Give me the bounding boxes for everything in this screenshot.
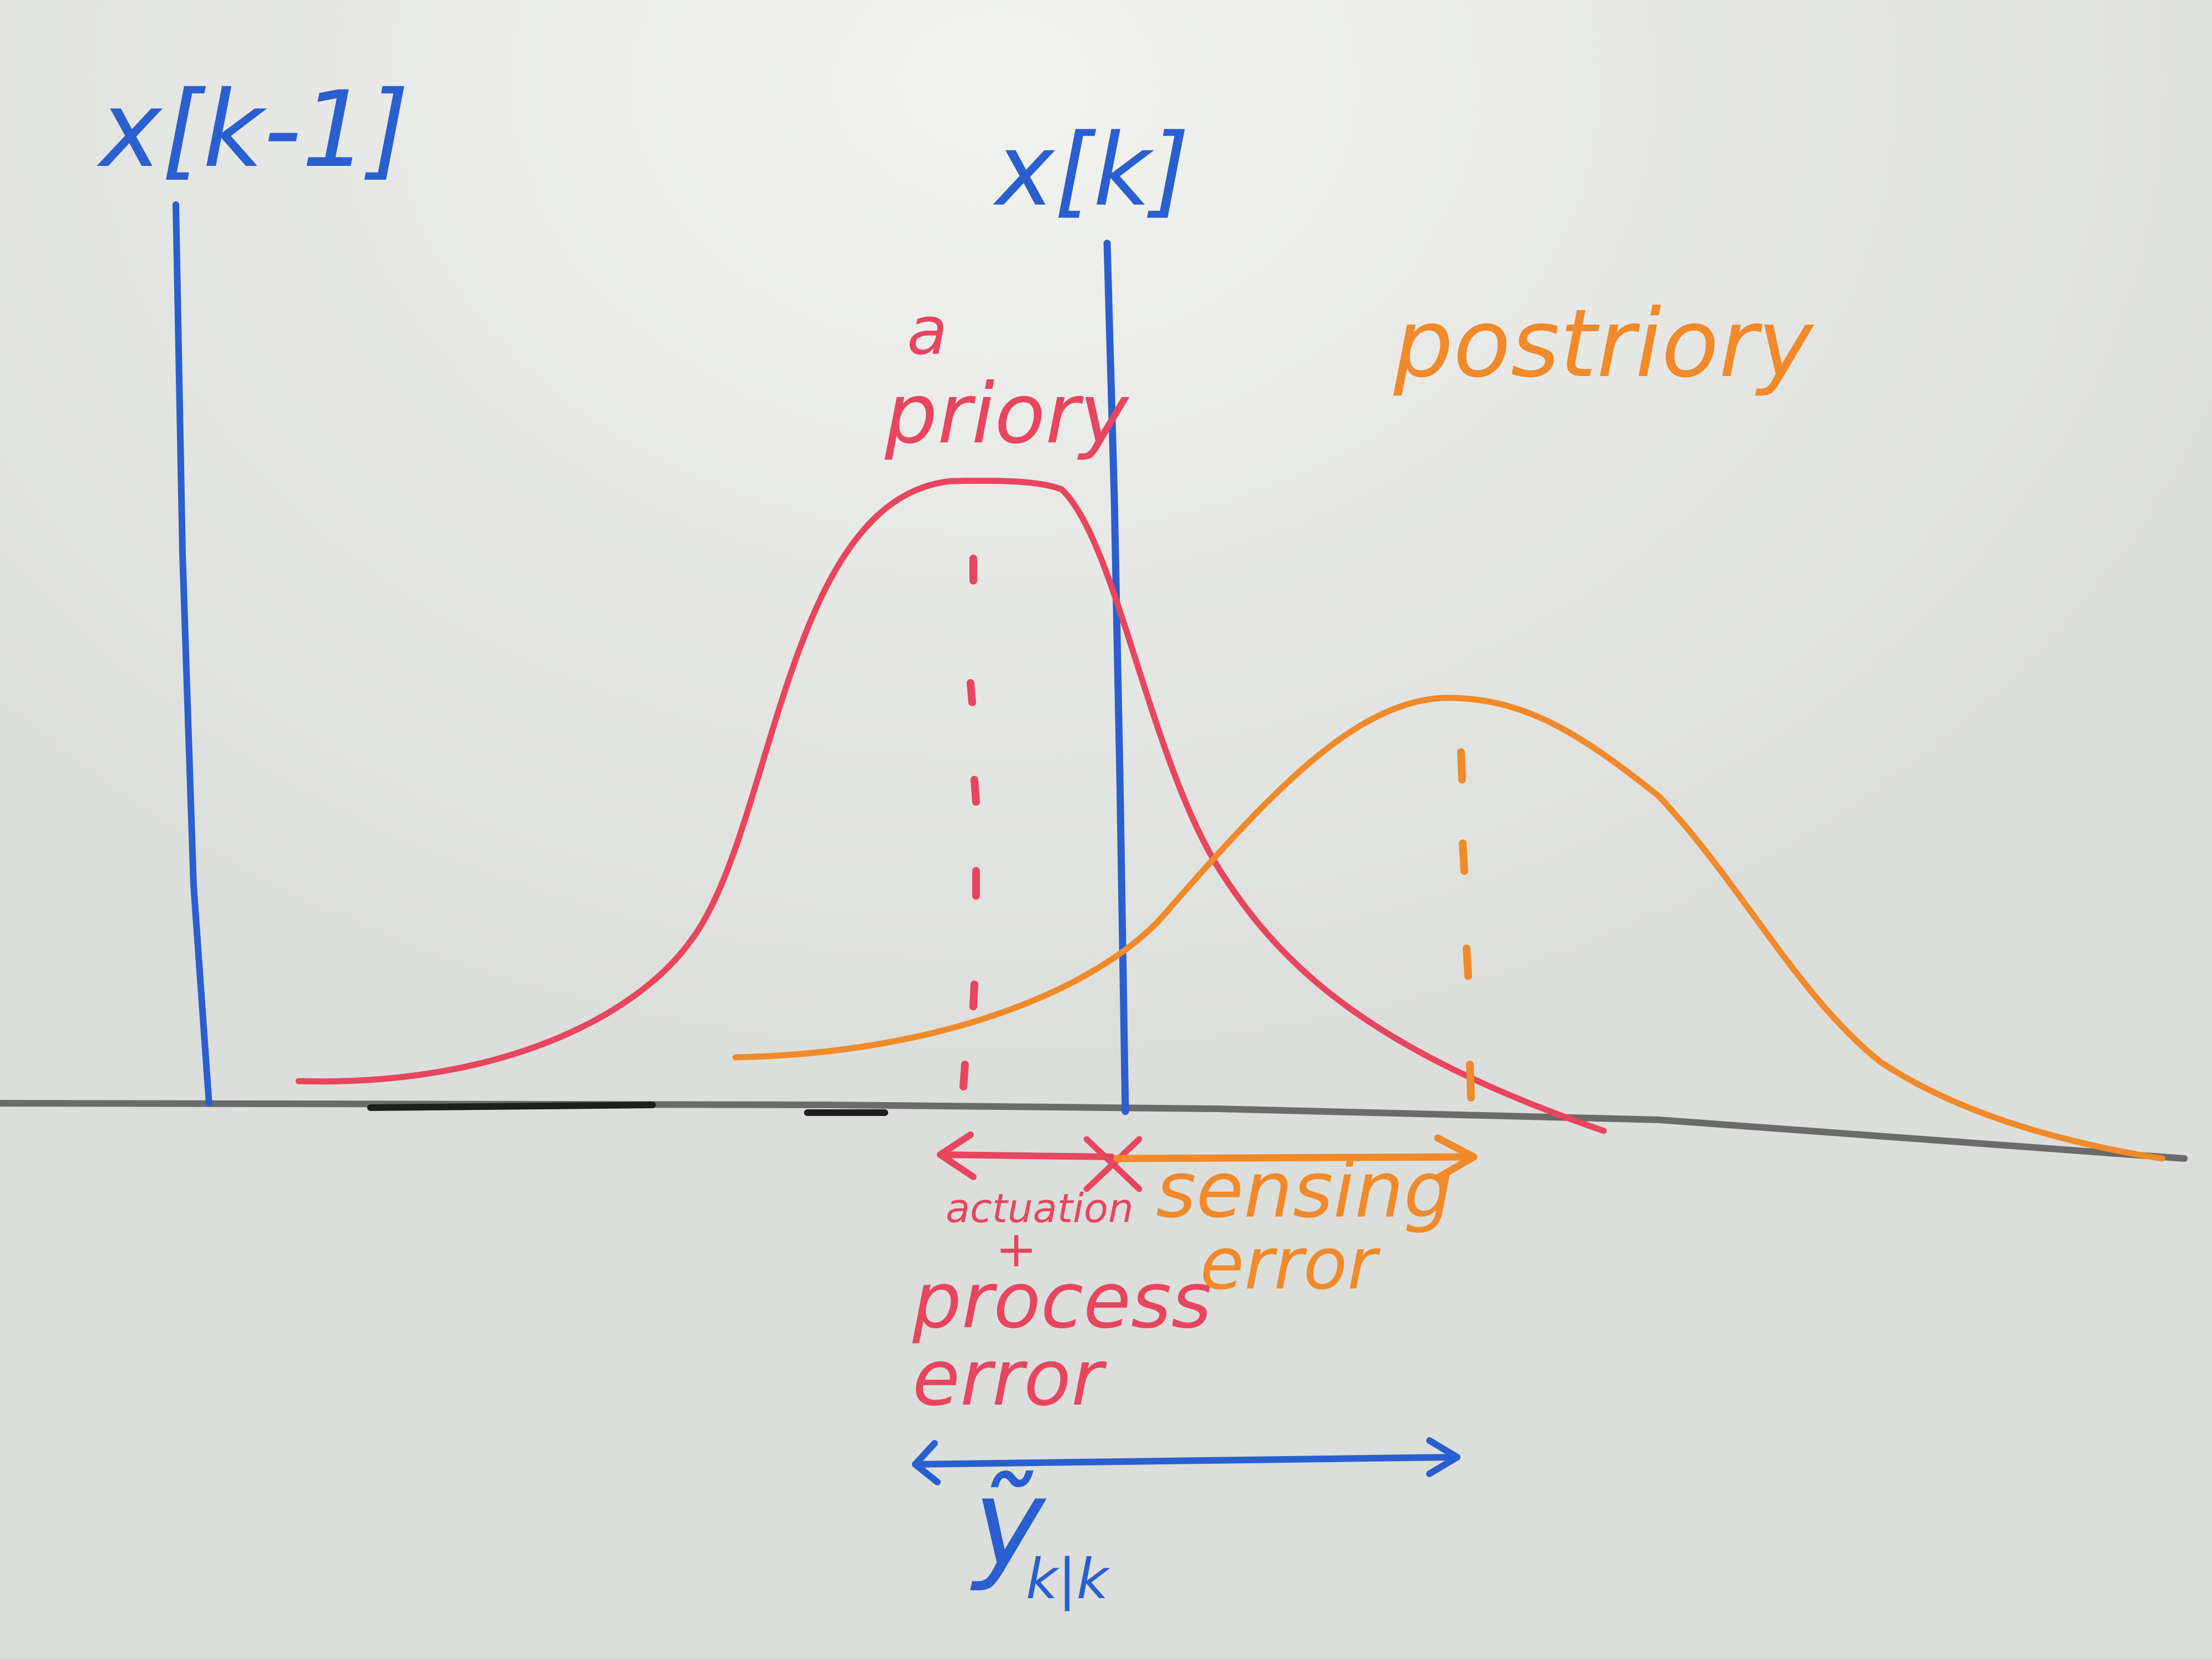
innovation-subscript: k|k	[1026, 1547, 1111, 1611]
a-priori-label-line1: a	[907, 293, 948, 370]
actuation-label: actuation	[946, 1185, 1134, 1232]
innovation-arrowhead-right	[1426, 1437, 1460, 1477]
a-priori-mean-dashed	[959, 555, 980, 1091]
innovation-arrow	[912, 1454, 1458, 1468]
x-prev-line	[173, 201, 212, 1107]
process-error-arrowhead	[937, 1131, 977, 1180]
a-priori-curve	[295, 477, 1607, 1134]
x-curr-marker	[1083, 1136, 1142, 1192]
process-label: process	[912, 1256, 1212, 1346]
x-prev-label: x[k-1]	[97, 69, 409, 191]
innovation-symbol: ỹ	[970, 1452, 1047, 1594]
a-priori-label-line2: priory	[884, 366, 1130, 462]
a-posteriori-label: postriory	[1393, 289, 1814, 399]
sensing-error-arrowhead	[1434, 1134, 1478, 1182]
x-curr-label: x[k]	[993, 113, 1190, 228]
sensing-error-label: error	[1200, 1222, 1381, 1306]
innovation-arrowhead-left	[912, 1440, 941, 1485]
a-posteriori-curve	[732, 695, 2166, 1162]
baseline-axis-dark-segment	[367, 1102, 888, 1116]
sensing-label: sensing	[1156, 1145, 1453, 1235]
process-error-label: error	[912, 1333, 1107, 1423]
process-error-arrow	[937, 1151, 1115, 1160]
sensing-error-arrow	[1113, 1153, 1475, 1162]
actuation-plus-label: +	[995, 1220, 1037, 1279]
x-curr-line	[1103, 239, 1129, 1115]
a-posteriori-mean-dashed	[1457, 748, 1475, 1102]
